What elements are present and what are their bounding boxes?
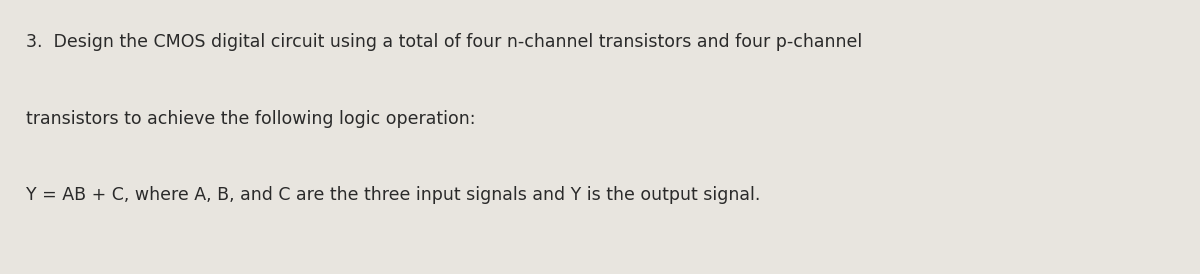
Text: transistors to achieve the following logic operation:: transistors to achieve the following log… [26,110,476,128]
Text: 3.  Design the CMOS digital circuit using a total of four n-channel transistors : 3. Design the CMOS digital circuit using… [26,33,863,51]
Text: Y = AB + C, where A, B, and C are the three input signals and Y is the output si: Y = AB + C, where A, B, and C are the th… [26,186,761,204]
